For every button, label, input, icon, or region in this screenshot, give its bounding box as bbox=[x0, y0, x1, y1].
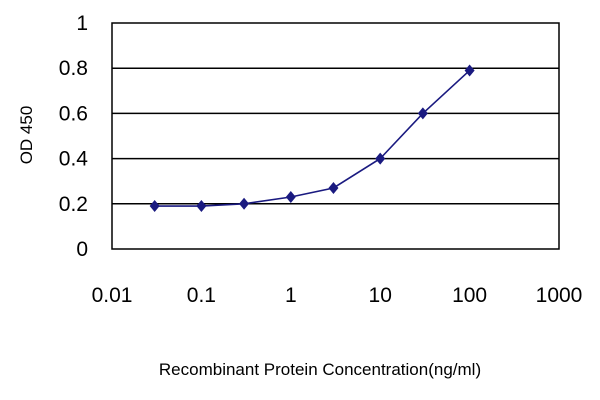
data-point bbox=[196, 200, 207, 213]
x-tick-label: 1 bbox=[285, 284, 297, 307]
gridlines bbox=[112, 67, 559, 205]
data-point bbox=[417, 107, 428, 120]
y-tick-label: 0.4 bbox=[59, 148, 89, 171]
y-tick-label: 0.2 bbox=[59, 193, 88, 216]
data-point bbox=[285, 191, 296, 204]
data-point bbox=[464, 64, 475, 77]
y-tick-labels: 0 0.2 0.4 0.6 0.8 1 bbox=[59, 12, 89, 261]
y-tick-label: 0.8 bbox=[59, 57, 88, 80]
x-tick-label: 0.1 bbox=[187, 284, 216, 307]
plot-area-frame bbox=[111, 22, 560, 250]
data-point bbox=[328, 181, 339, 194]
series-group bbox=[149, 64, 475, 213]
y-tick-label: 0.6 bbox=[59, 102, 88, 125]
x-tick-label: 100 bbox=[452, 284, 487, 307]
y-tick-label: 0 bbox=[76, 238, 88, 261]
data-point bbox=[239, 197, 250, 210]
x-axis-title: Recombinant Protein Concentration(ng/ml) bbox=[159, 360, 481, 379]
data-point bbox=[375, 152, 386, 165]
x-tick-label: 1000 bbox=[536, 284, 583, 307]
x-tick-labels: 0.01 0.1 1 10 100 1000 bbox=[92, 284, 583, 307]
x-tick-label: 0.01 bbox=[92, 284, 133, 307]
y-tick-label: 1 bbox=[76, 12, 88, 35]
x-tick-label: 10 bbox=[369, 284, 392, 307]
data-point bbox=[149, 200, 160, 213]
series-line bbox=[154, 69, 471, 207]
y-axis-title: OD 450 bbox=[17, 106, 36, 165]
